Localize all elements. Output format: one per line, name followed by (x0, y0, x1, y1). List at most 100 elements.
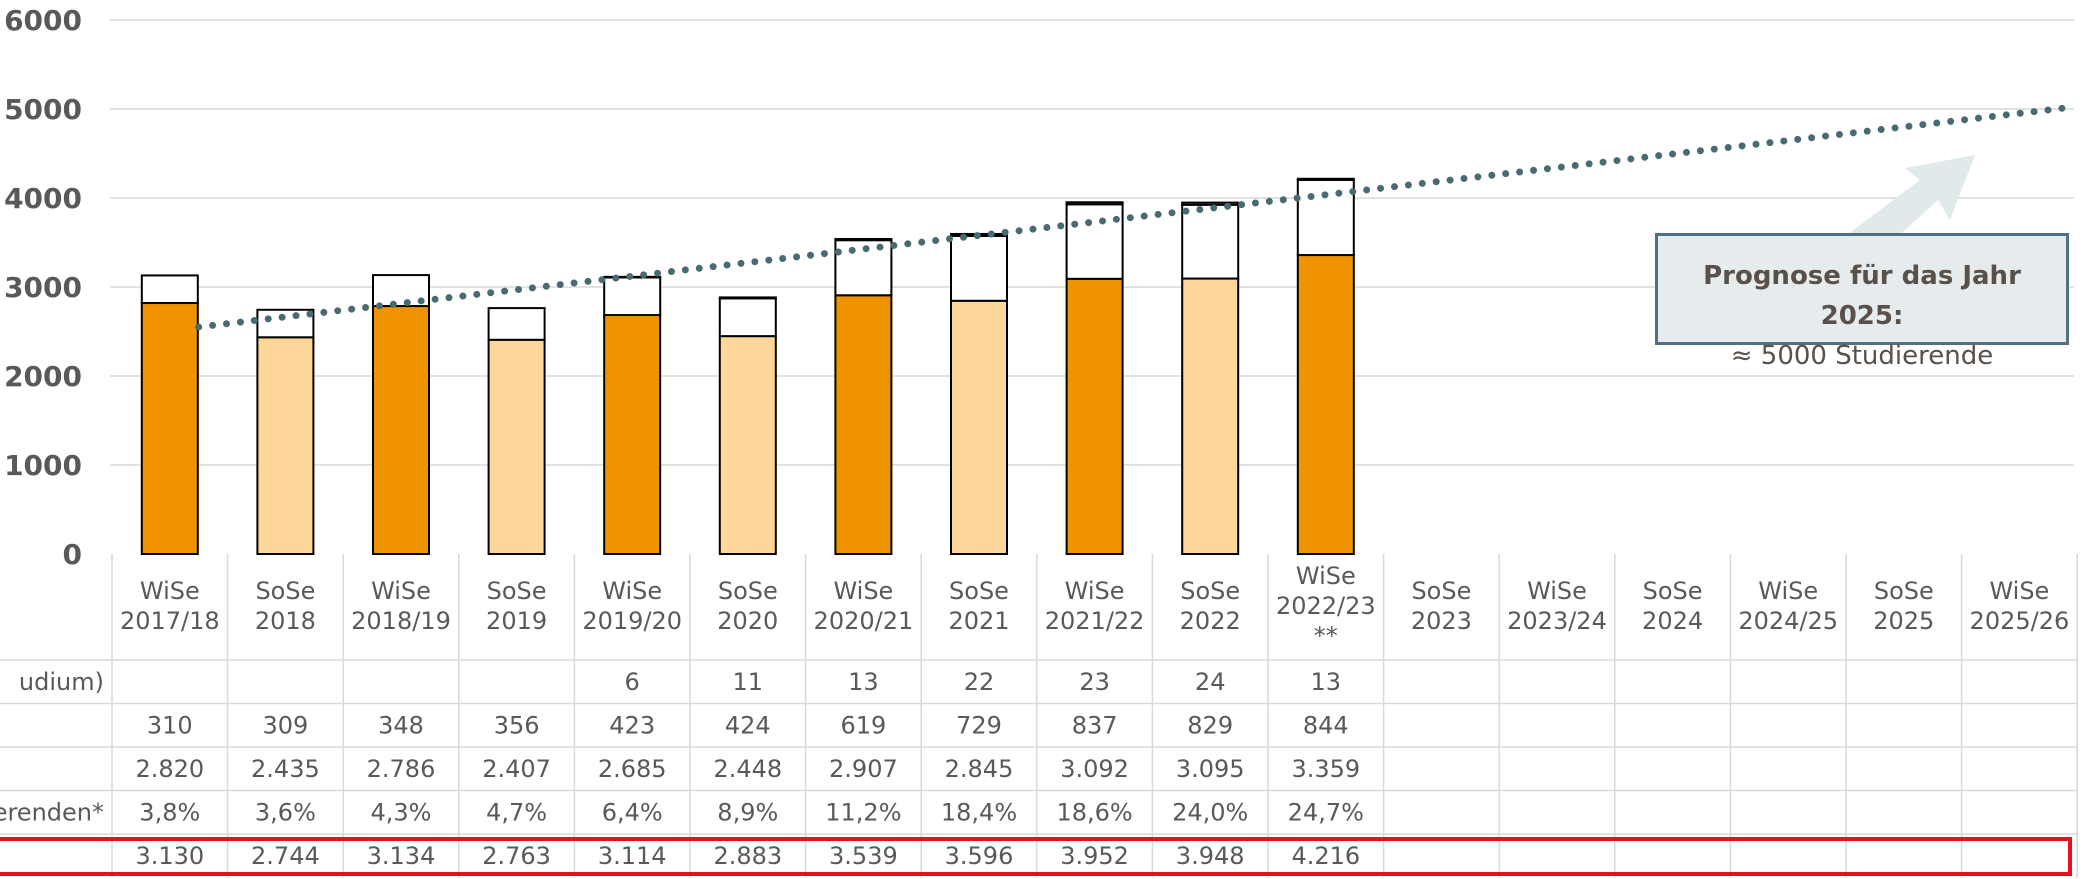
highlight-total-row (0, 837, 2072, 876)
bar-segment-second (487, 307, 546, 341)
table-cell: 829 (1187, 711, 1233, 739)
x-tick-label: 2019 (486, 607, 547, 635)
x-tick-label: SoSe (255, 577, 315, 605)
table-cell: 23 (1079, 668, 1110, 696)
table-cell: 3,8% (139, 798, 200, 826)
table-cell: 3.948 (1176, 842, 1245, 870)
y-tick-label: 1000 (4, 449, 82, 482)
table-cell: 22 (964, 668, 995, 696)
x-tick-label: WiSe (371, 577, 431, 605)
forecast-annotation: Prognose für das Jahr 2025: ≈ 5000 Studi… (1655, 233, 2069, 371)
table-cell: 13 (1311, 668, 1342, 696)
x-tick-label: 2021 (948, 607, 1009, 635)
bar-segment-main (140, 302, 199, 555)
x-tick-label: ** (1314, 622, 1338, 650)
bar-segment-second (140, 274, 199, 305)
table-cell: 423 (609, 711, 655, 739)
y-tick-label: 3000 (4, 271, 82, 304)
table-cell: 2.786 (367, 755, 436, 783)
trend-dotted-line (195, 103, 2075, 331)
bar-segment-main (372, 305, 430, 555)
x-tick-label: WiSe (1989, 577, 2049, 605)
x-tick-label: 2020 (717, 607, 778, 635)
table-cell: 2.407 (482, 755, 551, 783)
table-cell: 424 (725, 711, 771, 739)
x-tick-label: WiSe (833, 577, 893, 605)
table-row-label: udium) (19, 668, 104, 696)
table-cell: 3,6% (255, 798, 316, 826)
x-tick-label: 2020/21 (814, 607, 914, 635)
table-row-label: erenden* (0, 798, 104, 826)
table-cell: 3.596 (945, 842, 1014, 870)
x-tick-label: WiSe (1527, 577, 1587, 605)
x-tick-label: 2021/22 (1045, 607, 1145, 635)
x-tick-label: 2023 (1411, 607, 1472, 635)
table-cell: 2.907 (829, 755, 898, 783)
x-tick-label: 2017/18 (120, 607, 220, 635)
x-tick-label: WiSe (1296, 562, 1356, 590)
bar-segment-main (950, 299, 1008, 556)
x-tick-label: SoSe (1411, 577, 1471, 605)
table-cell: 2.448 (713, 755, 782, 783)
y-axis: 0 1000 2000 3000 4000 5000 6000 (4, 4, 82, 571)
x-tick-label: SoSe (1180, 577, 1240, 605)
table-cell: 3.952 (1060, 842, 1129, 870)
x-tick-label: WiSe (1758, 577, 1818, 605)
x-tick-label: WiSe (1065, 577, 1125, 605)
x-tick-label: SoSe (1874, 577, 1934, 605)
x-tick-label: 2023/24 (1507, 607, 1607, 635)
x-tick-label: SoSe (718, 577, 778, 605)
table-cell: 3.092 (1060, 755, 1129, 783)
table-cell: 2.845 (945, 755, 1014, 783)
x-tick-label: 2024/25 (1738, 607, 1838, 635)
bar-segment-second (603, 276, 662, 317)
y-tick-label: 0 (63, 538, 82, 571)
bar-segment-main (487, 338, 546, 556)
bar-segment-second (1065, 203, 1124, 280)
bar-segment-second (1181, 203, 1240, 280)
table-cell: 2.685 (598, 755, 667, 783)
bar-segment-third (1065, 201, 1124, 206)
table-cell: 24,0% (1172, 798, 1248, 826)
forecast-title: Prognose für das Jahr 2025: (1703, 261, 2021, 331)
table-cell: 3.095 (1176, 755, 1245, 783)
table-cell: 837 (1072, 711, 1118, 739)
table-cell: 18,6% (1056, 798, 1132, 826)
table-cell: 24,7% (1288, 798, 1364, 826)
table-cell: 4,3% (371, 798, 432, 826)
bar-segment-second (718, 297, 777, 338)
y-tick-label: 5000 (4, 93, 82, 126)
x-tick-label: 2025 (1873, 607, 1934, 635)
table-cell: 2.435 (251, 755, 320, 783)
x-tick-label: WiSe (602, 577, 662, 605)
table-cell: 348 (378, 711, 424, 739)
table-cell: 6 (625, 668, 640, 696)
x-tick-label: 2025/26 (1970, 607, 2070, 635)
y-tick-label: 4000 (4, 182, 82, 215)
table-cell: 3.114 (598, 842, 667, 870)
bar-segment-main (834, 294, 893, 555)
table-cell: 844 (1303, 711, 1349, 739)
bar-segment-second (1296, 178, 1355, 257)
bar-segment-second (950, 234, 1008, 302)
table-cell: 3.359 (1291, 755, 1360, 783)
table-cell: 4.216 (1291, 842, 1360, 870)
table-cell: 13 (848, 668, 879, 696)
table-cell: 11 (733, 668, 764, 696)
bar-segment-main (1181, 277, 1240, 555)
bar-segment-main (1065, 277, 1124, 555)
bar-segment-second (256, 308, 315, 339)
table-cell: 619 (840, 711, 886, 739)
bar-segment-third (718, 296, 777, 300)
bars (140, 177, 1355, 556)
trend-line (195, 103, 2075, 331)
table-cell: 6,4% (602, 798, 663, 826)
table-cell: 2.820 (135, 755, 204, 783)
table-cell: 11,2% (825, 798, 901, 826)
data-table: WiSe2017/18SoSe2018WiSe2018/19SoSe2019Wi… (0, 554, 2078, 878)
bar-segment-main (603, 314, 662, 555)
table-cell: 2.883 (713, 842, 782, 870)
table-cell: 3.130 (135, 842, 204, 870)
table-cell: 2.744 (251, 842, 320, 870)
